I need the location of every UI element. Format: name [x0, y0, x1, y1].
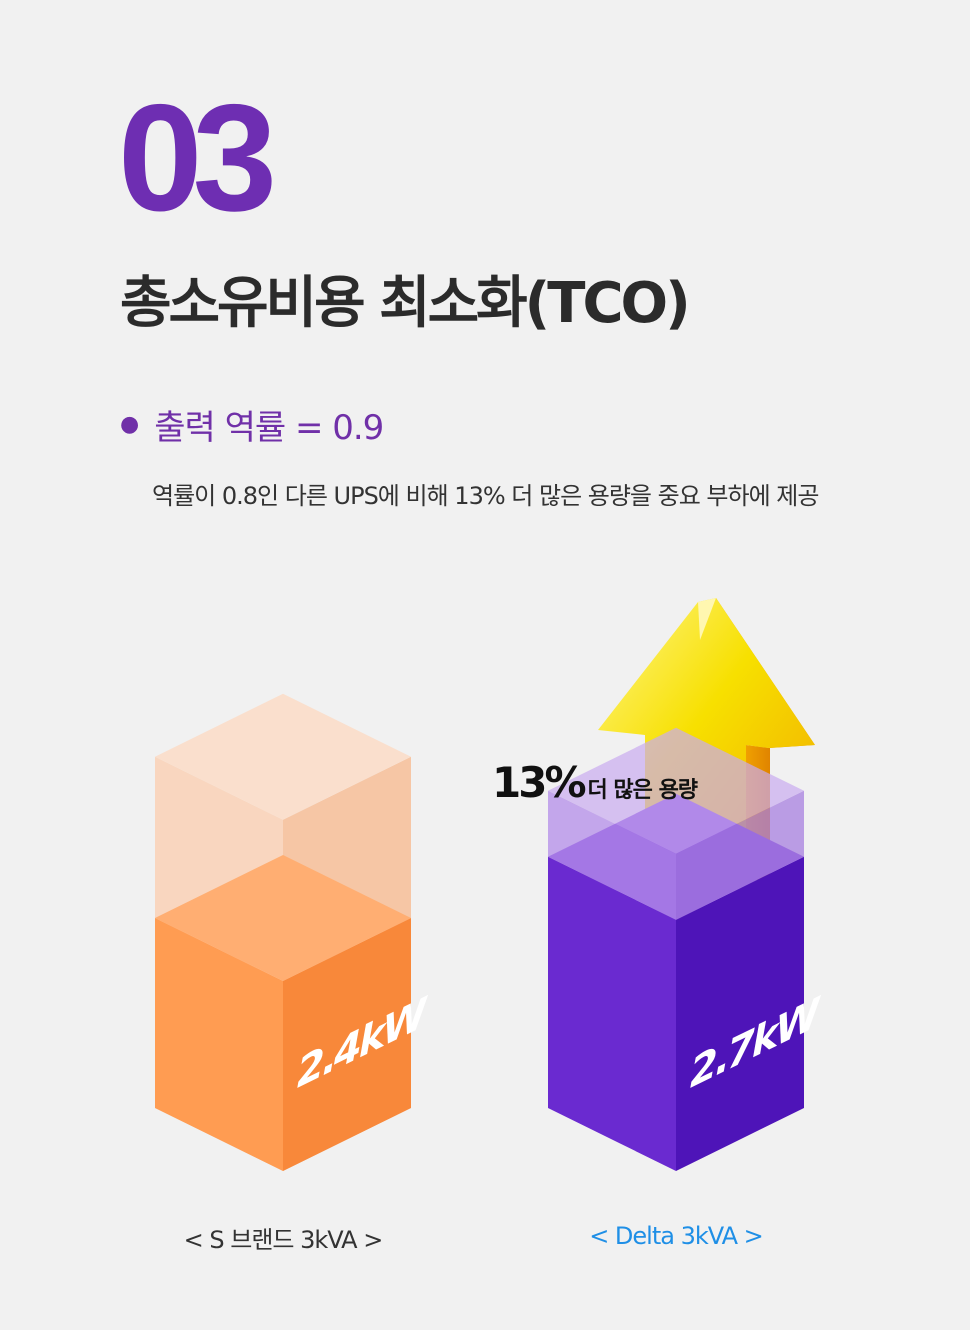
section-number: 03 — [118, 73, 277, 243]
callout-percent: 13% — [492, 758, 587, 807]
bullet-item: ● 출력 역률 = 0.9 — [120, 400, 384, 449]
bullet-text: 출력 역률 = 0.9 — [154, 408, 384, 448]
bar-delta-extra-left — [548, 790, 676, 920]
section-title: 총소유비용 최소화(TCO) — [120, 271, 691, 336]
x-tick-label-delta: < Delta 3kVA > — [589, 1222, 764, 1250]
bar-s-brand-left-face — [155, 918, 283, 1171]
bar-s-brand-right-face — [283, 918, 411, 1171]
bar-delta-extra-top — [548, 727, 804, 854]
bar-s-brand-top-face — [155, 855, 411, 981]
bar-delta-right-face — [676, 856, 804, 1171]
description-text: 역률이 0.8인 다른 UPS에 비해 13% 더 많은 용량을 중요 부하에 … — [152, 482, 819, 510]
x-tick-label-s-brand: < S 브랜드 3kVA > — [183, 1226, 384, 1254]
bar-delta-left-face — [548, 856, 676, 1171]
callout-text: 더 많은 용량 — [587, 778, 699, 803]
bar-delta-extra-right — [676, 790, 804, 920]
bar-s-brand-ghost-top-face — [155, 693, 411, 820]
increase-callout: 13% 더 많은 용량 — [492, 758, 699, 807]
bullet-dot-icon: ● — [120, 412, 139, 437]
